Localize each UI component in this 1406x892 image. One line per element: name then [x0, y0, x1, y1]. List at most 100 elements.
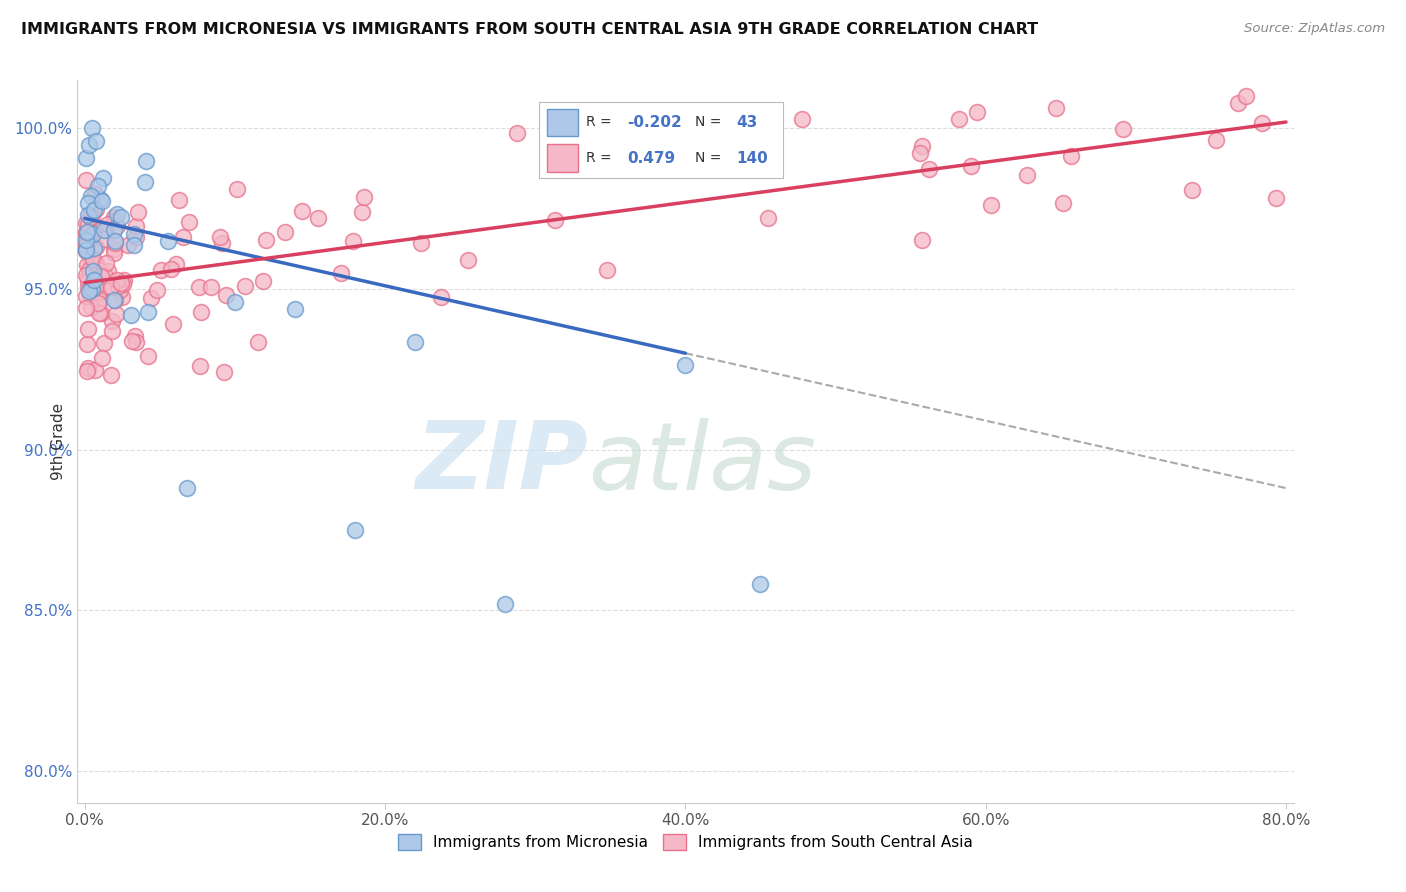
Text: atlas: atlas [588, 417, 817, 508]
Point [1052, 195, 1074, 210]
Point [290, 204, 312, 219]
Point [75, 243, 97, 257]
Point [103, 242, 125, 256]
Point [89, 292, 111, 306]
Point [84, 240, 107, 254]
Point [97, 217, 120, 231]
Point [908, 145, 931, 160]
Point [162, 317, 184, 331]
Point [83, 202, 105, 217]
Point [633, 136, 655, 151]
Point [215, 288, 238, 302]
Point [211, 235, 233, 250]
Point [718, 150, 741, 164]
Point [749, 577, 772, 591]
Point [1251, 116, 1274, 130]
Point [342, 234, 364, 248]
Point [79, 189, 101, 203]
Point [75, 244, 97, 258]
Point [108, 283, 131, 297]
Point [159, 261, 181, 276]
Point [101, 314, 124, 328]
Point [404, 334, 426, 349]
Point [135, 154, 157, 169]
Point [104, 307, 127, 321]
Point [93, 335, 115, 350]
Point [79, 210, 101, 224]
Point [179, 215, 201, 229]
Point [82, 263, 104, 277]
Point [111, 290, 134, 304]
Point [190, 359, 212, 374]
Point [212, 365, 235, 379]
Text: IMMIGRANTS FROM MICRONESIA VS IMMIGRANTS FROM SOUTH CENTRAL ASIA 9TH GRADE CORRE: IMMIGRANTS FROM MICRONESIA VS IMMIGRANTS… [21, 22, 1038, 37]
Point [76, 361, 98, 376]
Point [101, 324, 124, 338]
Point [80, 210, 103, 224]
Point [429, 290, 451, 304]
Point [188, 279, 211, 293]
Point [93, 268, 115, 283]
Point [75, 301, 97, 315]
Point [75, 173, 97, 187]
Point [172, 230, 194, 244]
Point [77, 284, 100, 298]
Point [79, 300, 101, 314]
Point [494, 597, 516, 611]
Point [89, 193, 111, 207]
Point [121, 334, 143, 348]
Point [103, 293, 125, 308]
Point [77, 322, 100, 336]
Point [125, 219, 148, 233]
Point [125, 230, 148, 244]
Point [596, 263, 619, 277]
Point [233, 279, 256, 293]
Point [83, 241, 105, 255]
Y-axis label: 9th Grade: 9th Grade [51, 403, 66, 480]
Point [104, 213, 127, 227]
Point [918, 161, 941, 176]
Point [97, 264, 120, 278]
Point [80, 121, 103, 136]
Point [651, 128, 673, 143]
Point [75, 216, 97, 230]
Point [911, 138, 934, 153]
Point [506, 127, 529, 141]
Point [75, 289, 97, 303]
Point [76, 217, 98, 231]
Point [90, 351, 112, 366]
Point [90, 269, 112, 284]
Point [80, 277, 103, 292]
Point [1226, 95, 1249, 110]
Point [165, 257, 187, 271]
Point [136, 349, 159, 363]
Point [209, 230, 232, 244]
Point [103, 235, 125, 250]
Point [330, 266, 353, 280]
Point [83, 363, 105, 377]
Point [911, 234, 934, 248]
Point [94, 223, 117, 237]
Point [75, 227, 97, 241]
Point [86, 256, 108, 270]
Point [103, 293, 125, 307]
Point [91, 170, 114, 185]
Point [307, 211, 329, 225]
Point [87, 179, 110, 194]
Point [167, 193, 190, 207]
Point [103, 223, 125, 237]
Point [457, 253, 479, 268]
Point [124, 227, 146, 241]
Point [284, 302, 307, 317]
Point [75, 237, 97, 252]
Point [409, 236, 432, 251]
Point [83, 258, 105, 272]
Point [84, 202, 107, 216]
Point [756, 211, 779, 225]
Point [76, 336, 98, 351]
Point [84, 134, 107, 148]
Point [124, 329, 146, 343]
Point [87, 296, 110, 310]
Point [1181, 183, 1204, 197]
Point [75, 268, 97, 282]
